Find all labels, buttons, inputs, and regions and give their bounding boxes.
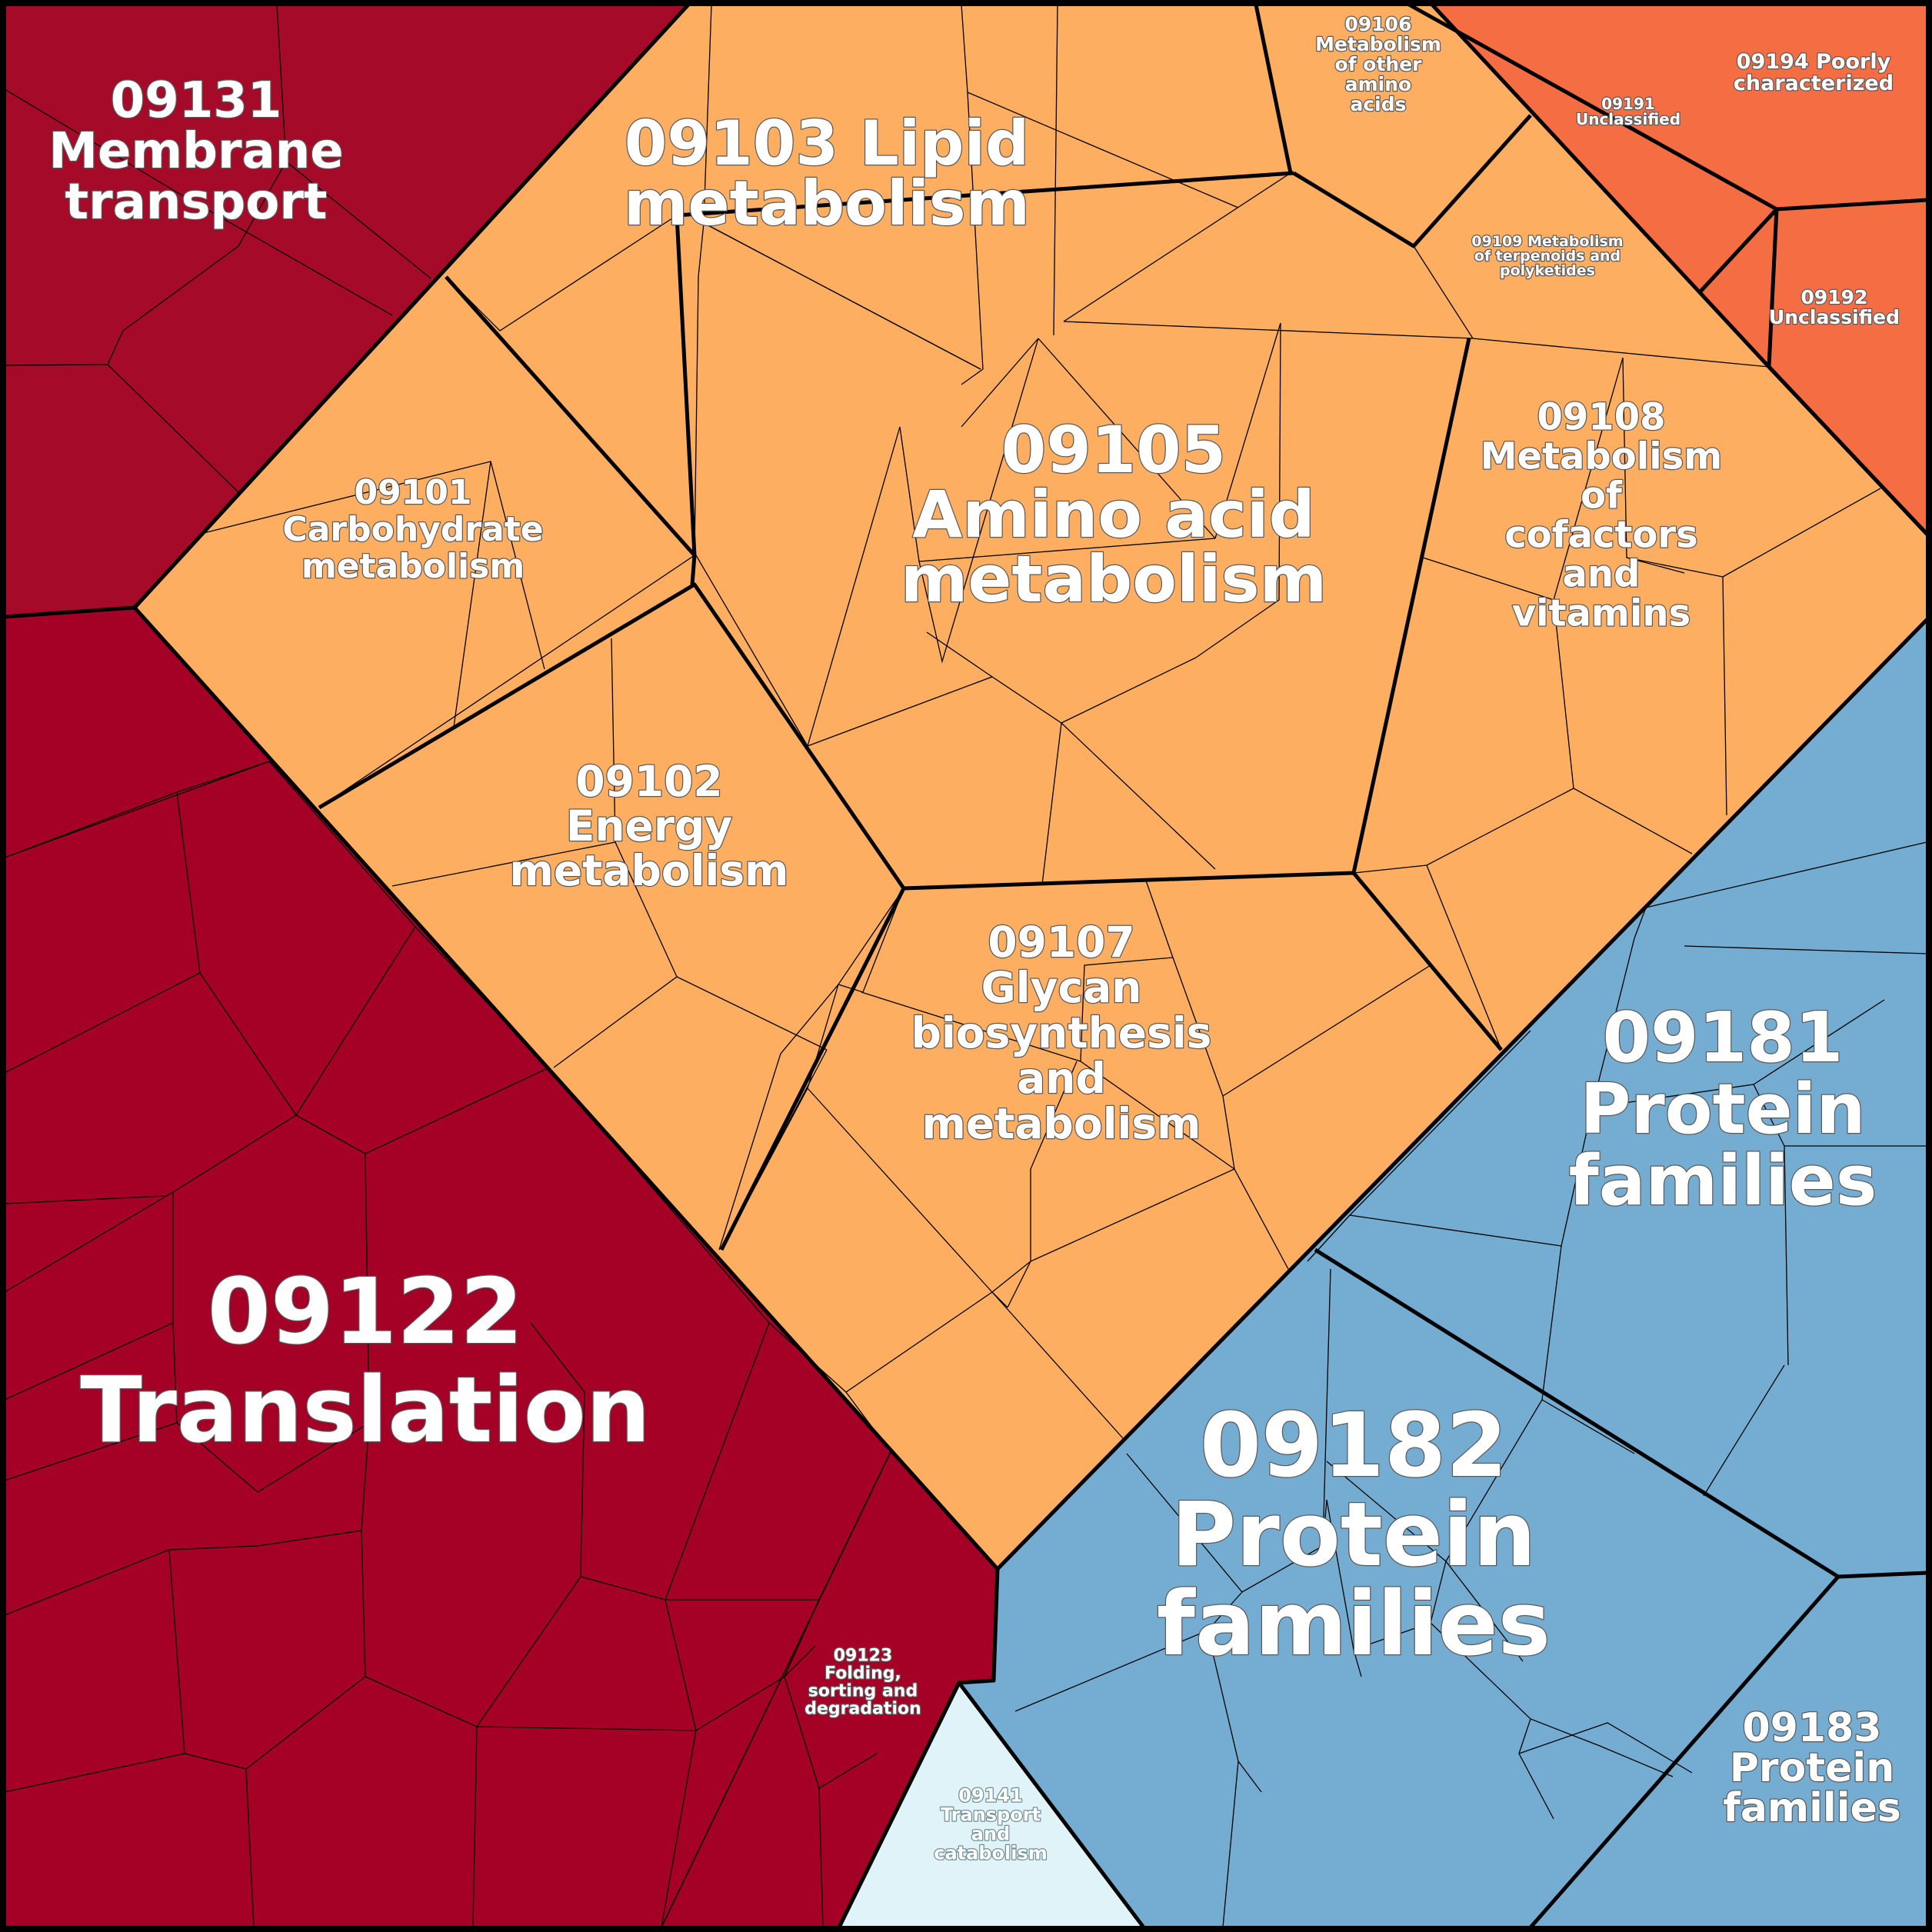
region-label-line: Transport xyxy=(941,1804,1041,1826)
region-label-line: 09194 Poorly xyxy=(1737,50,1891,74)
region-label-line: degradation xyxy=(804,1700,921,1719)
region-label-line: metabolism xyxy=(510,846,789,895)
region-label-line: 09181 xyxy=(1602,998,1843,1078)
region-label-09102: 09102 Energy metabolism xyxy=(510,757,789,895)
region-label-line: and xyxy=(1017,1054,1106,1103)
region-label-09122: 09122 Translation xyxy=(80,1258,651,1463)
region-label-line: Folding, xyxy=(824,1664,901,1684)
region-label-09141: 09141 Transport and catabolism xyxy=(934,1785,1048,1864)
region-label-line: Carbohydrate xyxy=(282,510,543,549)
region-label-line: 09183 xyxy=(1743,1705,1882,1751)
region-label-line: 09192 xyxy=(1801,286,1868,308)
region-label-line: and xyxy=(971,1824,1010,1845)
region-label-line: 09141 xyxy=(958,1785,1023,1807)
region-label-line: and xyxy=(1563,553,1641,596)
region-label-line: metabolism xyxy=(922,1099,1201,1148)
region-label-09101: 09101 Carbohydrate metabolism xyxy=(282,473,543,586)
region-label-09123: 09123 Folding, sorting and degradation xyxy=(804,1647,921,1719)
region-label-line: vitamins xyxy=(1512,592,1690,635)
region-label-line: 09182 xyxy=(1200,1394,1507,1497)
region-label-09103: 09103 Lipid metabolism xyxy=(624,108,1030,239)
region-label-09194: 09194 Poorly characterized xyxy=(1734,50,1894,95)
region-label-line: Energy xyxy=(566,801,732,851)
region-label-09131: 09131 Membrane transport xyxy=(48,72,343,231)
region-label-09106: 09106 Metabolism of other amino acids xyxy=(1315,13,1441,115)
region-label-09105: 09105 Amino acid metabolism xyxy=(901,412,1327,617)
region-label-line: Protein xyxy=(1171,1484,1536,1587)
region-label-line: 09122 xyxy=(208,1258,524,1364)
region-label-09109: 09109 Metabolism of terpenoids and polyket… xyxy=(1471,233,1623,279)
region-label-line: polyketides xyxy=(1500,262,1595,279)
region-boundaries xyxy=(4,2,1929,1929)
region-label-line: 09108 xyxy=(1537,396,1666,439)
region-label-line: Glycan xyxy=(981,963,1142,1012)
region-label-line: amino xyxy=(1345,73,1411,95)
region-label-line: 09191 xyxy=(1601,95,1655,113)
region-label-line: metabolism xyxy=(901,541,1327,617)
region-label-line: of other xyxy=(1335,53,1423,75)
region-label-line: biosynthesis xyxy=(911,1008,1212,1058)
region-label-line: transport xyxy=(65,174,328,231)
region-label-line: families xyxy=(1157,1573,1551,1676)
region-label-line: families xyxy=(1723,1785,1901,1831)
region-label-09107: 09107 Glycan biosynthesis and metabolism xyxy=(911,918,1212,1148)
region-label-line: characterized xyxy=(1734,72,1894,95)
region-label-09108: 09108 Metabolism of cofactors and vitamins xyxy=(1481,396,1722,635)
region-label-line: 09105 xyxy=(1001,412,1226,488)
region-label-09181: 09181 Protein families xyxy=(1569,998,1877,1221)
region-label-line: Unclassified xyxy=(1576,110,1681,128)
region-label-line: 09106 xyxy=(1345,13,1412,35)
region-label-09183: 09183 Protein families xyxy=(1723,1705,1901,1831)
region-label-line: cofactors xyxy=(1504,514,1697,557)
region-label-line: sorting and xyxy=(808,1682,918,1701)
region-label-line: 09107 xyxy=(988,918,1134,967)
region-label-line: 09102 xyxy=(575,757,722,806)
region-label-line: 09103 Lipid xyxy=(625,108,1030,179)
region-label-line: Metabolism xyxy=(1315,33,1441,55)
region-label-09182: 09182 Protein families xyxy=(1157,1394,1551,1676)
region-label-line: 09101 xyxy=(354,473,471,512)
region-label-line: Translation xyxy=(80,1357,651,1463)
region-label-line: Metabolism xyxy=(1481,435,1722,478)
region-label-line: of terpenoids and xyxy=(1474,248,1621,265)
region-label-line: catabolism xyxy=(934,1843,1048,1864)
region-label-line: Unclassified xyxy=(1769,306,1900,328)
region-label-line: 09131 xyxy=(111,72,282,129)
region-label-09191: 09191 Unclassified xyxy=(1576,95,1681,128)
region-label-line: Membrane xyxy=(48,123,343,180)
region-label-line: 09123 xyxy=(834,1647,893,1666)
region-label-09192: 09192 Unclassified xyxy=(1769,286,1900,328)
region-label-line: families xyxy=(1569,1141,1877,1221)
region-label-line: acids xyxy=(1350,93,1406,115)
region-label-line: metabolism xyxy=(301,547,525,586)
region-label-line: 09109 Metabolism xyxy=(1471,233,1623,250)
region-label-line: Amino acid xyxy=(912,477,1314,552)
region-label-line: Protein xyxy=(1730,1745,1894,1791)
region-label-line: of xyxy=(1581,475,1623,518)
region-label-line: metabolism xyxy=(624,168,1030,239)
region-label-line: Protein xyxy=(1580,1069,1865,1150)
